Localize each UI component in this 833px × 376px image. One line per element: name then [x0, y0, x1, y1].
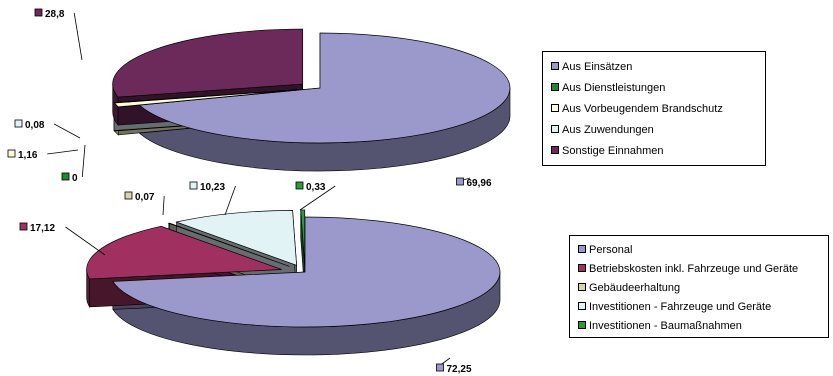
legend-item-0-3: Aus Zuwendungen	[551, 124, 654, 137]
leader-line-1-4	[299, 185, 336, 211]
value-label-swatch-1-2	[124, 191, 133, 200]
value-label-swatch-1-3	[189, 181, 198, 190]
value-label-0-1: 0	[72, 173, 78, 184]
legend-item-0-1: Aus Dienstleistungen	[551, 82, 665, 95]
legend-swatch	[551, 83, 559, 92]
value-label-1-1: 17,12	[30, 223, 55, 234]
legend-label: Aus Einsätzen	[562, 61, 633, 73]
pie-chart-income: 69,96 0 1,16 0,08 28,8	[7, 8, 511, 189]
legend-income: Aus Einsätzen Aus Dienstleistungen Aus Vor…	[542, 51, 766, 166]
legend-swatch	[578, 264, 586, 273]
legend-item-0-0: Aus Einsätzen	[551, 61, 632, 74]
legend-label: Investitionen - Fahrzeuge und Geräte	[589, 301, 772, 313]
value-label-swatch-0-0	[456, 177, 464, 186]
legend-item-1-1: Betriebskosten inkl. Fahrzeuge und Gerät…	[578, 263, 798, 276]
slice-1-1	[86, 225, 282, 280]
legend-expenses: Personal Betriebskosten inkl. Fahrzeuge u…	[569, 235, 829, 338]
leader-line-0-1	[81, 144, 86, 178]
legend-item-0-4: Sonstige Einnahmen	[551, 145, 664, 158]
legend-item-0-2: Aus Vorbeugendem Brandschutz	[551, 103, 723, 116]
legend-item-1-4: Investitionen - Baumaßnahmen	[578, 320, 742, 333]
leader-line-0-4	[73, 12, 83, 61]
value-label-0-2: 1,16	[18, 150, 38, 161]
leader-line-0-2	[47, 149, 79, 155]
legend-swatch	[551, 146, 559, 155]
legend-item-1-2: Gebäudeerhaltung	[578, 282, 680, 295]
legend-swatch	[578, 283, 586, 292]
pie-chart-expenses: 72,25 17,12 0,07 10,23 0,33	[19, 181, 501, 375]
legend-label: Betriebskosten inkl. Fahrzeuge und Gerät…	[589, 263, 799, 275]
legend-swatch	[578, 245, 586, 254]
slice-0-0	[138, 32, 511, 144]
leader-line-1-1	[65, 226, 106, 256]
legend-label: Aus Zuwendungen	[562, 124, 654, 136]
value-label-swatch-1-4	[295, 181, 304, 190]
slice-1-0	[112, 216, 501, 328]
value-label-0-0: 69,96	[467, 178, 492, 189]
value-label-swatch-0-1	[61, 172, 70, 181]
legend-swatch	[551, 104, 559, 113]
value-label-swatch-1-1	[19, 222, 28, 231]
legend-label: Sonstige Einnahmen	[562, 145, 664, 157]
legend-label: Aus Vorbeugendem Brandschutz	[562, 103, 723, 115]
value-label-1-0: 72,25	[447, 364, 472, 375]
legend-item-1-3: Investitionen - Fahrzeuge und Geräte	[578, 301, 771, 314]
value-label-0-4: 28,8	[45, 9, 65, 20]
leader-line-1-2	[162, 195, 165, 216]
slice-1-3	[175, 210, 298, 266]
legend-label: Aus Dienstleistungen	[562, 82, 666, 94]
value-label-1-4: 0,33	[306, 182, 326, 193]
legend-label: Personal	[589, 244, 633, 256]
value-label-swatch-0-3	[14, 119, 23, 128]
leader-line-1-3	[224, 185, 236, 216]
value-label-swatch-0-2	[7, 149, 16, 158]
value-label-1-2: 0,07	[135, 192, 155, 203]
legend-swatch	[578, 321, 586, 330]
value-label-swatch-1-0	[436, 363, 444, 372]
slice-0-3	[113, 89, 299, 104]
value-label-0-3: 0,08	[25, 120, 45, 131]
legend-swatch	[578, 302, 586, 311]
legend-item-1-0: Personal	[578, 244, 632, 257]
value-label-swatch-0-4	[34, 8, 43, 17]
legend-label: Gebäudeerhaltung	[589, 282, 681, 294]
legend-swatch	[551, 62, 559, 71]
leader-line-0-3	[54, 123, 81, 139]
slice-1-2	[167, 222, 290, 267]
legend-swatch	[551, 125, 559, 134]
slice-0-4	[112, 28, 304, 98]
value-label-1-3: 10,23	[200, 182, 225, 193]
legend-label: Investitionen - Baumaßnahmen	[589, 320, 742, 332]
